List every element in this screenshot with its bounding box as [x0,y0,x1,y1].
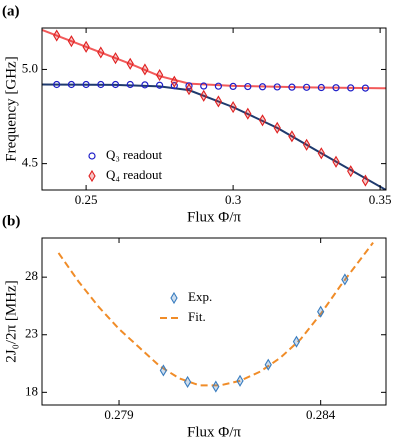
y-tick-label: 28 [25,268,38,283]
data-point [185,82,193,90]
data-point [185,83,193,96]
data-point [214,95,223,108]
data-point [258,83,267,91]
data-point [361,174,370,187]
data-point [82,80,90,89]
data-point [67,35,76,48]
fit-line [42,83,386,190]
legend-label: Exp. [188,289,212,304]
x-axis-label: Flux Φ/π [187,209,241,225]
data-point [155,69,164,82]
data-point [159,364,168,377]
data-point [303,83,311,91]
data-point [317,147,325,160]
fit-line [42,28,386,90]
data-point [288,83,296,91]
x-tick-label: 0.279 [104,407,133,422]
y-tick-label: 5.0 [22,60,38,75]
data-point [332,155,340,168]
data-point [82,40,90,53]
data-point [292,335,301,348]
data-point [200,89,208,102]
data-point [229,101,237,114]
data-point [264,358,272,371]
data-point [141,81,149,89]
data-point [67,80,76,89]
y-tick-label: 18 [25,383,38,398]
data-point [111,80,120,89]
data-point [170,82,178,90]
data-point [126,57,134,70]
data-point [244,107,252,120]
data-point [236,374,244,387]
plot-area [42,28,386,190]
axes-frame [41,237,387,406]
legend-label: Q₃ readout [106,147,163,162]
data-point [214,82,223,90]
data-point [361,84,370,92]
data-point [302,138,311,151]
data-point [53,29,61,42]
legend-marker [88,152,96,160]
data-point [126,80,134,89]
legend-label: Q₄ readout [106,167,163,182]
y-tick-label: 23 [25,326,38,341]
panel-label: (b) [2,213,20,229]
x-axis-label: Flux Φ/π [187,424,241,440]
data-point [317,83,325,92]
data-point [341,273,349,286]
x-tick-label: 0.284 [306,407,336,422]
data-point [53,80,61,89]
plot-area [57,242,374,393]
fit-line [57,242,374,387]
y-axis-label: Frequency [GHz] [3,56,19,161]
data-point [258,114,267,127]
data-point [212,380,220,393]
data-point [97,46,105,59]
legend-marker [88,169,96,183]
data-point [273,83,281,91]
data-point [200,82,208,90]
data-point [97,80,105,89]
legend-marker [170,291,178,305]
data-point [347,165,355,178]
y-tick-label: 4.5 [22,155,38,170]
panel-label: (a) [2,3,20,19]
data-point [229,82,237,90]
data-point [317,305,325,318]
x-tick-label: 0.35 [369,192,392,207]
x-tick-label: 0.3 [225,192,241,207]
y-axis-label: 2J₀/2π [MHz] [3,280,19,362]
legend-label: Fit. [188,309,206,324]
data-point [288,130,296,143]
data-point [183,375,192,389]
data-point [156,81,164,89]
data-point [332,84,340,92]
data-point [170,75,178,88]
data-point [141,63,149,76]
data-point [347,84,355,92]
data-point [111,52,120,65]
x-tick-label: 0.25 [75,192,98,207]
axes-frame [41,27,387,191]
data-point [244,82,252,91]
data-point [273,121,281,134]
